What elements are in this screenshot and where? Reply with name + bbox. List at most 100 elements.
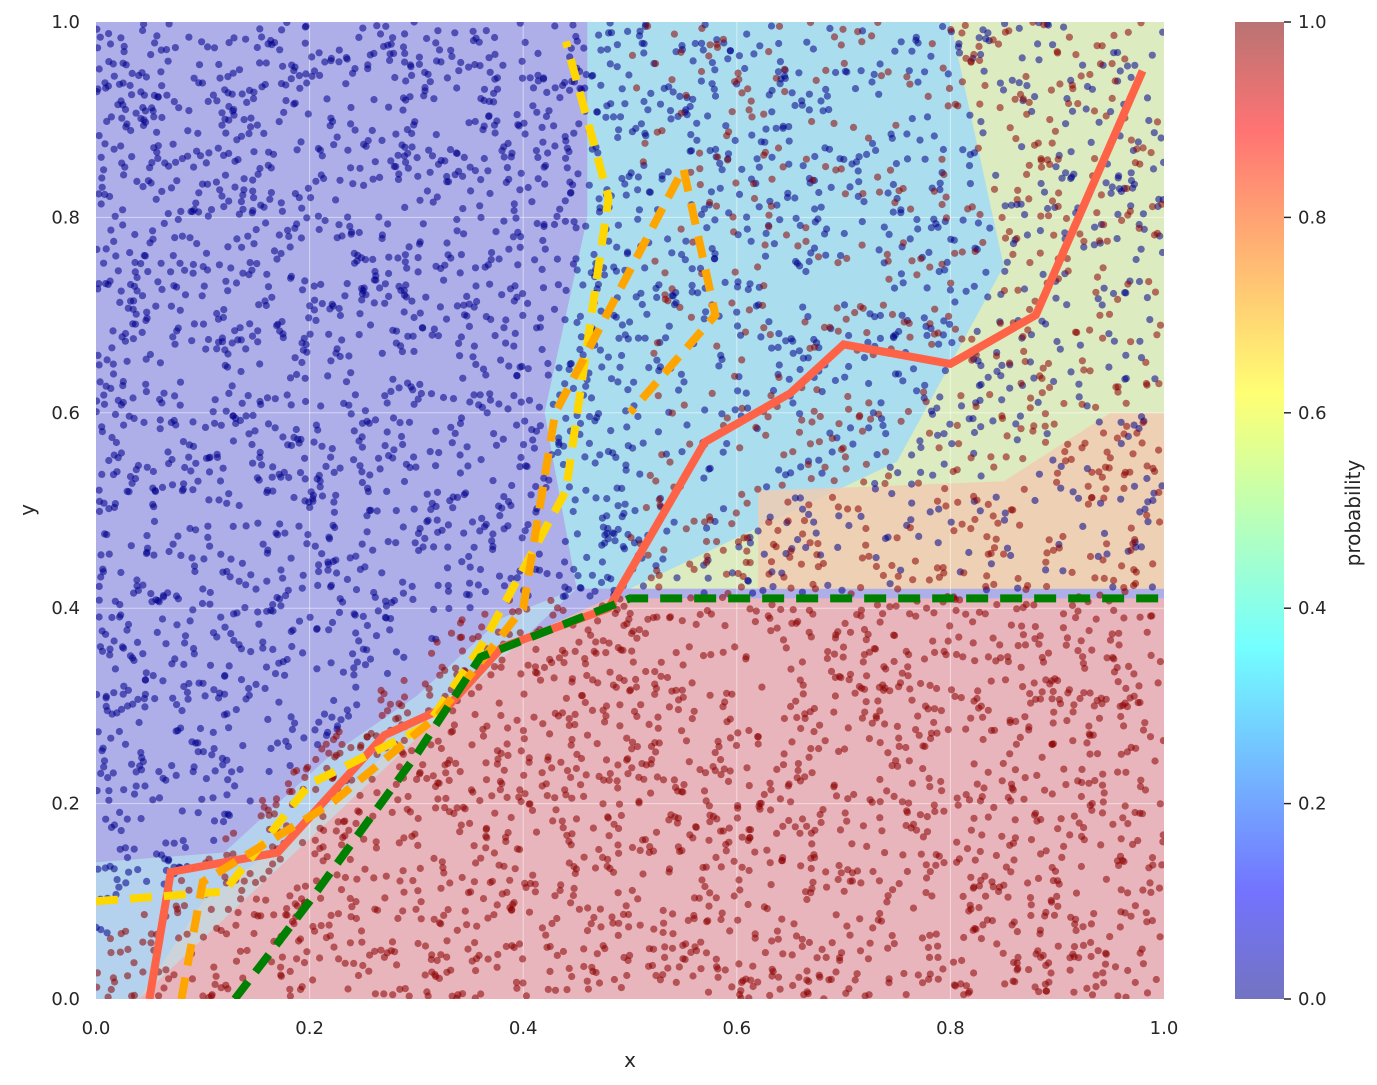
- data-point: [275, 698, 283, 706]
- data-point: [571, 496, 579, 504]
- data-point: [704, 917, 712, 925]
- data-point: [628, 764, 636, 772]
- data-point: [279, 334, 287, 342]
- data-point: [206, 661, 215, 669]
- data-point: [1051, 127, 1059, 135]
- data-point: [841, 619, 849, 628]
- data-point: [712, 202, 721, 210]
- data-point: [751, 618, 760, 626]
- data-point: [1026, 894, 1035, 902]
- data-point: [526, 74, 534, 82]
- data-point: [881, 479, 889, 488]
- data-point: [354, 971, 363, 980]
- data-point: [96, 728, 102, 736]
- data-point: [239, 205, 247, 213]
- data-point: [302, 397, 310, 406]
- data-point: [870, 70, 878, 78]
- data-point: [1096, 311, 1104, 319]
- data-point: [185, 107, 193, 115]
- data-point: [745, 306, 754, 314]
- data-point: [810, 728, 818, 736]
- data-point: [401, 143, 409, 151]
- data-point: [822, 868, 830, 876]
- data-point: [1106, 636, 1115, 644]
- data-point: [1075, 954, 1083, 962]
- data-point: [346, 939, 354, 947]
- data-point: [965, 796, 974, 804]
- data-point: [570, 218, 578, 226]
- data-point: [157, 851, 166, 859]
- data-point: [719, 448, 727, 456]
- data-point: [799, 530, 807, 538]
- data-point: [158, 483, 167, 491]
- data-point: [573, 318, 581, 327]
- data-point: [585, 413, 594, 421]
- data-point: [116, 613, 124, 621]
- data-point: [550, 674, 558, 682]
- data-point: [735, 876, 743, 884]
- data-point: [176, 401, 184, 409]
- data-point: [189, 442, 198, 450]
- data-point: [546, 967, 554, 976]
- data-point: [344, 985, 352, 993]
- data-point: [155, 768, 163, 776]
- data-point: [854, 167, 862, 175]
- data-point: [96, 865, 102, 873]
- data-point: [502, 942, 510, 951]
- data-point: [984, 373, 992, 381]
- data-point: [1007, 621, 1016, 629]
- data-point: [645, 848, 653, 857]
- data-point: [780, 750, 788, 758]
- data-point: [674, 814, 683, 822]
- data-point: [283, 655, 291, 664]
- data-point: [426, 168, 434, 176]
- data-point: [1024, 879, 1032, 887]
- data-point: [539, 236, 547, 245]
- data-point: [1051, 675, 1059, 683]
- data-point: [683, 421, 691, 429]
- data-point: [774, 526, 782, 535]
- data-point: [796, 410, 804, 418]
- data-point: [100, 391, 108, 399]
- data-point: [1092, 971, 1100, 979]
- data-point: [344, 146, 352, 154]
- data-point: [498, 656, 506, 664]
- data-point: [355, 331, 363, 339]
- data-point: [173, 621, 181, 629]
- data-point: [141, 252, 149, 260]
- data-point: [665, 868, 673, 876]
- data-point: [432, 427, 440, 435]
- data-point: [249, 411, 257, 419]
- data-point: [650, 925, 658, 933]
- data-point: [109, 60, 117, 68]
- data-point: [259, 875, 267, 883]
- data-point: [1123, 62, 1132, 70]
- data-point: [130, 845, 138, 853]
- data-point: [967, 873, 975, 881]
- data-point: [237, 895, 245, 903]
- data-point: [869, 867, 877, 876]
- data-point: [575, 120, 583, 128]
- data-point: [485, 112, 493, 120]
- data-point: [851, 689, 859, 697]
- data-point: [626, 951, 634, 960]
- data-point: [389, 326, 397, 334]
- data-point: [318, 492, 327, 500]
- data-point: [306, 503, 314, 511]
- data-point: [686, 560, 694, 568]
- data-point: [561, 316, 569, 324]
- data-point: [428, 649, 436, 657]
- data-point: [734, 729, 742, 737]
- data-point: [917, 850, 925, 858]
- data-point: [252, 585, 260, 593]
- data-point: [313, 475, 321, 483]
- data-point: [785, 123, 793, 131]
- data-point: [791, 823, 799, 831]
- data-point: [106, 40, 115, 48]
- data-point: [134, 695, 142, 704]
- data-point: [705, 52, 713, 60]
- data-point: [1156, 933, 1164, 941]
- data-point: [264, 420, 273, 428]
- data-point: [169, 252, 177, 260]
- data-point: [156, 359, 164, 367]
